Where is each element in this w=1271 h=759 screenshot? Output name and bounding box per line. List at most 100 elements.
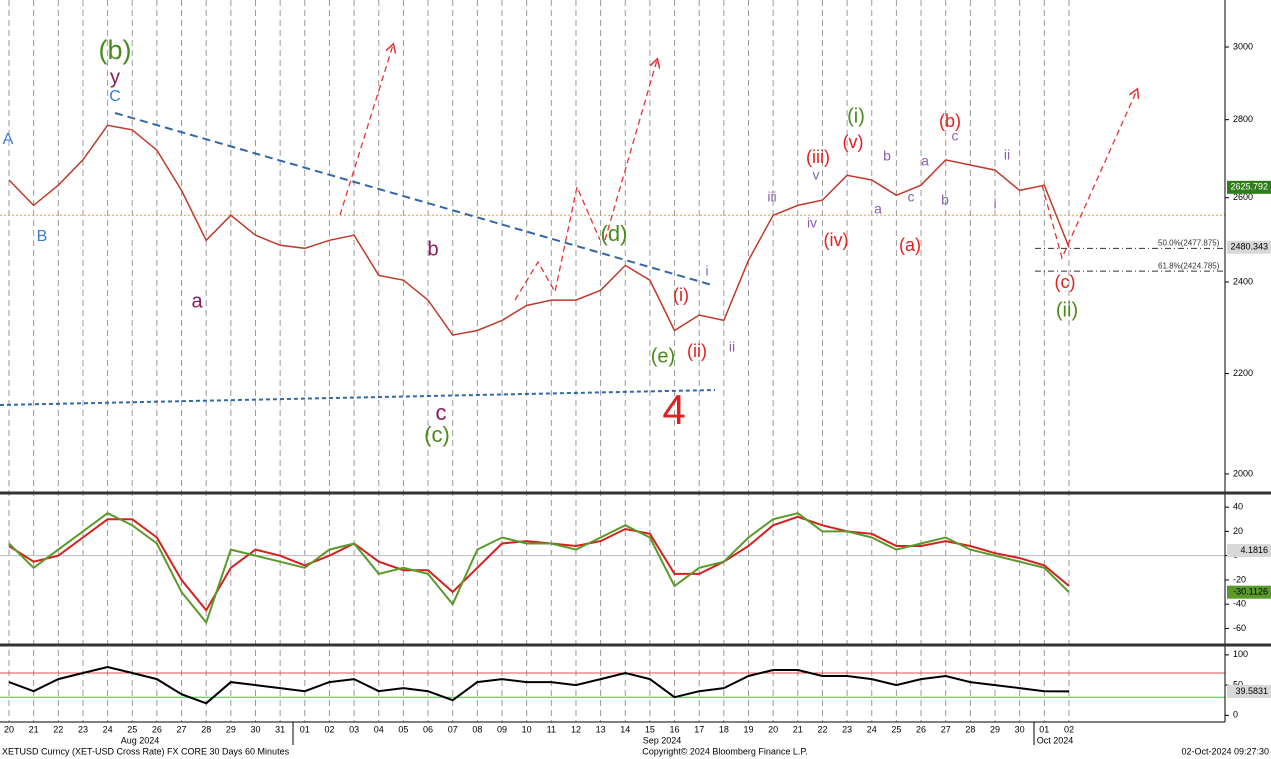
series-line [8, 512, 1070, 625]
wave-label: (e) [651, 345, 675, 367]
x-tick-label: 30 [1015, 724, 1025, 734]
x-tick-label: 26 [916, 724, 926, 734]
x-tick-label: 24 [867, 724, 877, 734]
x-tick-label: 20 [768, 724, 778, 734]
footer-left: XETUSD Curncy (XET-USD Cross Rate) FX CO… [2, 746, 290, 756]
fib-label: 50.0%(2477.875) [1158, 238, 1220, 247]
x-tick-label: 29 [990, 724, 1000, 734]
value-tag-label: -30.1126 [1233, 587, 1268, 597]
wave-label: B [37, 228, 48, 245]
x-tick-label: 01 [1039, 724, 1049, 734]
value-tag-label: 2480.343 [1230, 242, 1268, 252]
footer-right: 02-Oct-2024 09:27:30 [1181, 746, 1269, 756]
value-tag-label: 39.5831 [1235, 686, 1268, 696]
x-tick-label: 24 [103, 724, 113, 734]
x-tick-label: 22 [53, 724, 63, 734]
x-tick-label: 21 [793, 724, 803, 734]
month-label: Sep 2024 [643, 735, 682, 745]
x-tick-label: 23 [842, 724, 852, 734]
x-tick-label: 08 [472, 724, 482, 734]
x-tick-label: 22 [817, 724, 827, 734]
value-tag [1227, 240, 1271, 254]
wave-label: iii [767, 189, 776, 205]
x-tick-label: 07 [448, 724, 458, 734]
y-tick-label: 3000 [1233, 41, 1253, 51]
wave-label: (b) [99, 35, 132, 65]
fib-label: 61.8%(2424.785) [1158, 261, 1220, 270]
series-line [8, 515, 1070, 612]
series-line [8, 124, 1070, 336]
x-tick-label: 27 [177, 724, 187, 734]
wave-label: (iv) [824, 230, 849, 250]
wave-label: (ii) [687, 341, 707, 361]
value-tag-label: 4.1816 [1240, 545, 1268, 555]
x-tick-label: 15 [645, 724, 655, 734]
x-tick-label: 28 [965, 724, 975, 734]
x-tick-label: 06 [423, 724, 433, 734]
wave-label: c [436, 400, 447, 425]
wave-label: (c) [424, 422, 450, 447]
x-tick-label: 10 [522, 724, 532, 734]
y-tick-label: 100 [1233, 649, 1248, 659]
plot-area: 50.0%(2477.875)61.8%(2424.785)AB(b)yCabc… [3, 35, 1225, 705]
y-tick-label: 50 [1233, 679, 1243, 689]
x-tick-label: 02 [324, 724, 334, 734]
projection-arrow [1041, 90, 1137, 260]
wave-label: (v) [843, 132, 864, 152]
wave-label: C [109, 88, 121, 105]
projection-arrow [604, 60, 657, 241]
wave-label: (a) [899, 235, 921, 255]
x-tick-label: 03 [349, 724, 359, 734]
x-tick-label: 14 [620, 724, 630, 734]
y-tick-label: 2000 [1233, 468, 1253, 478]
value-tag [1227, 544, 1271, 558]
wave-label: (b) [939, 111, 961, 131]
y-tick-label: 2800 [1233, 114, 1253, 124]
wave-label: (d) [601, 221, 628, 246]
grid [0, 0, 1225, 722]
x-tick-label: 30 [250, 724, 260, 734]
wave-label: a [874, 201, 882, 217]
trendline [0, 389, 716, 406]
wave-label: ii [1004, 147, 1010, 163]
wave-label: i [993, 196, 996, 212]
x-tick-label: 18 [719, 724, 729, 734]
x-tick-label: 25 [891, 724, 901, 734]
x-tick-label: 01 [300, 724, 310, 734]
y-tick-label: 0 [1233, 710, 1238, 720]
wave-label: (iii) [806, 147, 830, 167]
x-tick-label: 19 [743, 724, 753, 734]
wave-label: iv [807, 215, 817, 231]
x-tick-label: 23 [78, 724, 88, 734]
x-tick-label: 25 [127, 724, 137, 734]
wave-label: 4 [662, 386, 685, 433]
wave-label: ii [729, 339, 735, 355]
projection-path [514, 184, 601, 301]
value-tag-label: 2625.792 [1230, 182, 1268, 192]
wave-label: (ii) [1056, 299, 1078, 321]
wave-label: A [3, 131, 14, 148]
x-tick-label: 28 [201, 724, 211, 734]
wave-label: c [908, 189, 915, 205]
wave-label: v [813, 167, 820, 183]
y-tick-label: 20 [1233, 526, 1243, 536]
x-tick-label: 21 [29, 724, 39, 734]
y-tick-label: 2600 [1233, 192, 1253, 202]
x-tick-label: 09 [497, 724, 507, 734]
x-tick-label: 13 [596, 724, 606, 734]
x-tick-label: 11 [547, 724, 556, 734]
x-tick-label: 26 [152, 724, 162, 734]
wave-label: i [705, 263, 708, 279]
y-tick-label: -40 [1233, 599, 1246, 609]
y-tick-label: -60 [1233, 623, 1246, 633]
wave-label: b [883, 148, 891, 164]
x-tick-label: 04 [374, 724, 384, 734]
wave-label: (i) [673, 285, 689, 305]
wave-label: y [110, 66, 120, 88]
y-tick-label: 2400 [1233, 276, 1253, 286]
x-tick-label: 31 [275, 724, 285, 734]
x-tick-label: 17 [694, 724, 704, 734]
month-label: Aug 2024 [121, 735, 160, 745]
